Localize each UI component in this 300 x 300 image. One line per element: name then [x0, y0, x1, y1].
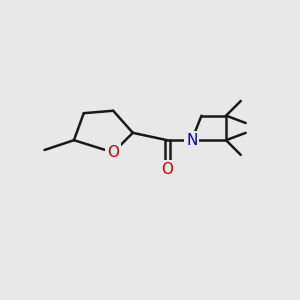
Text: N: N: [186, 133, 197, 148]
Text: O: O: [161, 162, 173, 177]
Text: O: O: [107, 145, 119, 160]
